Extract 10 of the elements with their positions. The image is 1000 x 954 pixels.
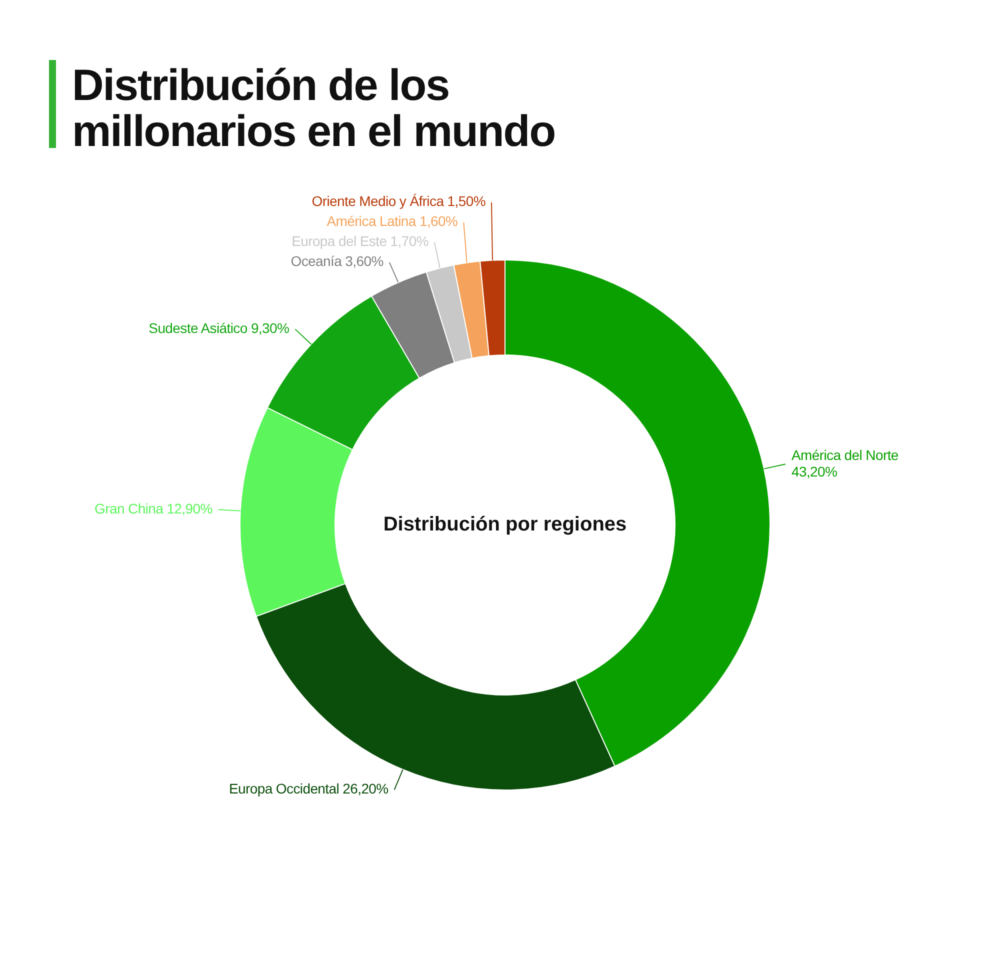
chart-title: Distribución de los millonarios en el mundo (72, 61, 556, 156)
data-label: 43,20% (791, 463, 838, 480)
slice-label: América del Norte (791, 446, 899, 462)
slice-label: Sudeste Asiático 9,30% (148, 320, 290, 336)
slice-label: Oriente Medio y África 1,50% (312, 193, 486, 210)
text: Distribución por regiones (383, 513, 627, 536)
slice-label: Oceanía 3,60% (290, 253, 384, 270)
slice-label: Europa Occidental 26,20% (228, 780, 388, 797)
slice-label: Gran China 12,90% (94, 500, 212, 516)
slice-label: América Latina 1,60% (326, 213, 458, 230)
